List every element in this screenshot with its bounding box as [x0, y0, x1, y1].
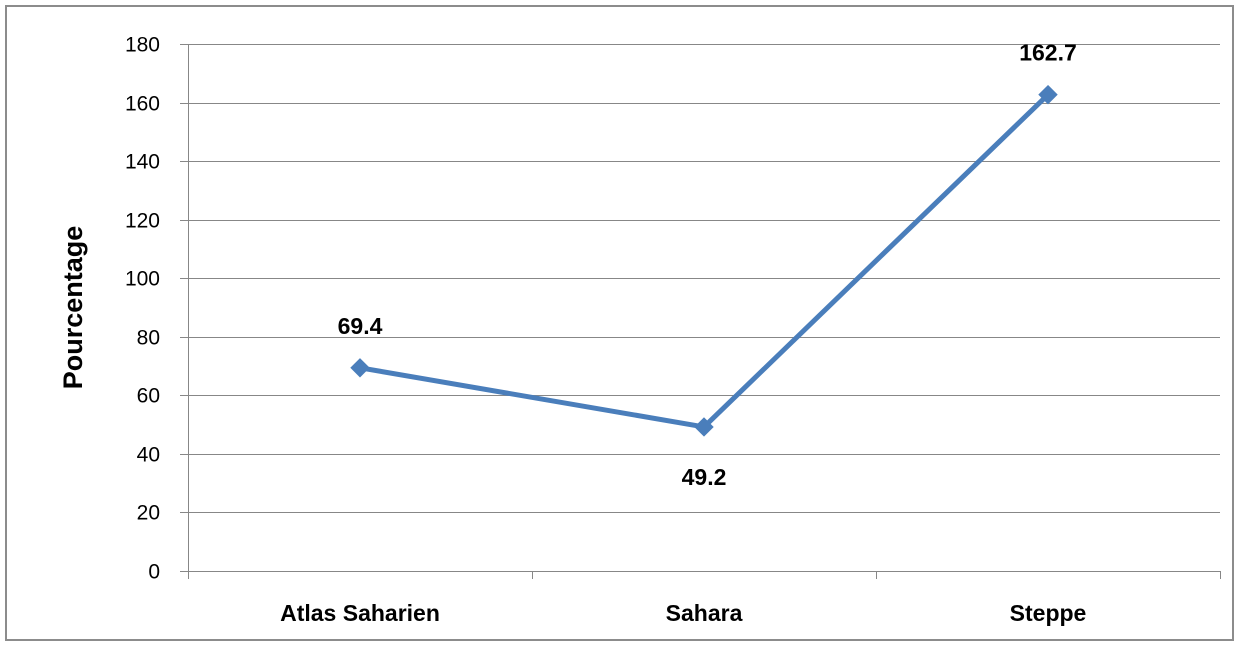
- y-tick-label: 160: [125, 93, 160, 116]
- y-tick-label: 140: [125, 151, 160, 174]
- data-label: 49.2: [682, 464, 727, 490]
- x-category-label: Atlas Saharien: [280, 600, 440, 626]
- data-label: 162.7: [1019, 40, 1077, 66]
- y-axis-tick-labels: 0 20 40 60 80 100 120 140 160 180: [125, 34, 160, 584]
- series-markers: [350, 84, 1058, 437]
- x-category-label: Sahara: [666, 600, 743, 626]
- y-tick-label: 60: [137, 385, 160, 408]
- data-labels: 69.4 49.2 162.7: [338, 40, 1077, 490]
- data-point-marker: [1038, 84, 1058, 105]
- y-tick-label: 0: [148, 561, 160, 584]
- data-point-marker: [350, 358, 370, 378]
- y-axis-title: Pourcentage: [58, 226, 88, 390]
- data-point-marker: [694, 417, 714, 437]
- data-label: 69.4: [338, 313, 383, 339]
- series-line: [357, 92, 1051, 430]
- y-tick-label: 180: [125, 34, 160, 57]
- x-category-label: Steppe: [1010, 600, 1087, 626]
- series-line-group: [357, 92, 1051, 430]
- y-tick-label: 20: [137, 502, 160, 525]
- y-tick-label: 80: [137, 327, 160, 350]
- y-tick-label: 120: [125, 210, 160, 233]
- gridlines: [180, 44, 1221, 579]
- x-axis-category-labels: Atlas Saharien Sahara Steppe: [280, 600, 1086, 626]
- y-tick-label: 40: [137, 444, 160, 467]
- y-tick-label: 100: [125, 268, 160, 291]
